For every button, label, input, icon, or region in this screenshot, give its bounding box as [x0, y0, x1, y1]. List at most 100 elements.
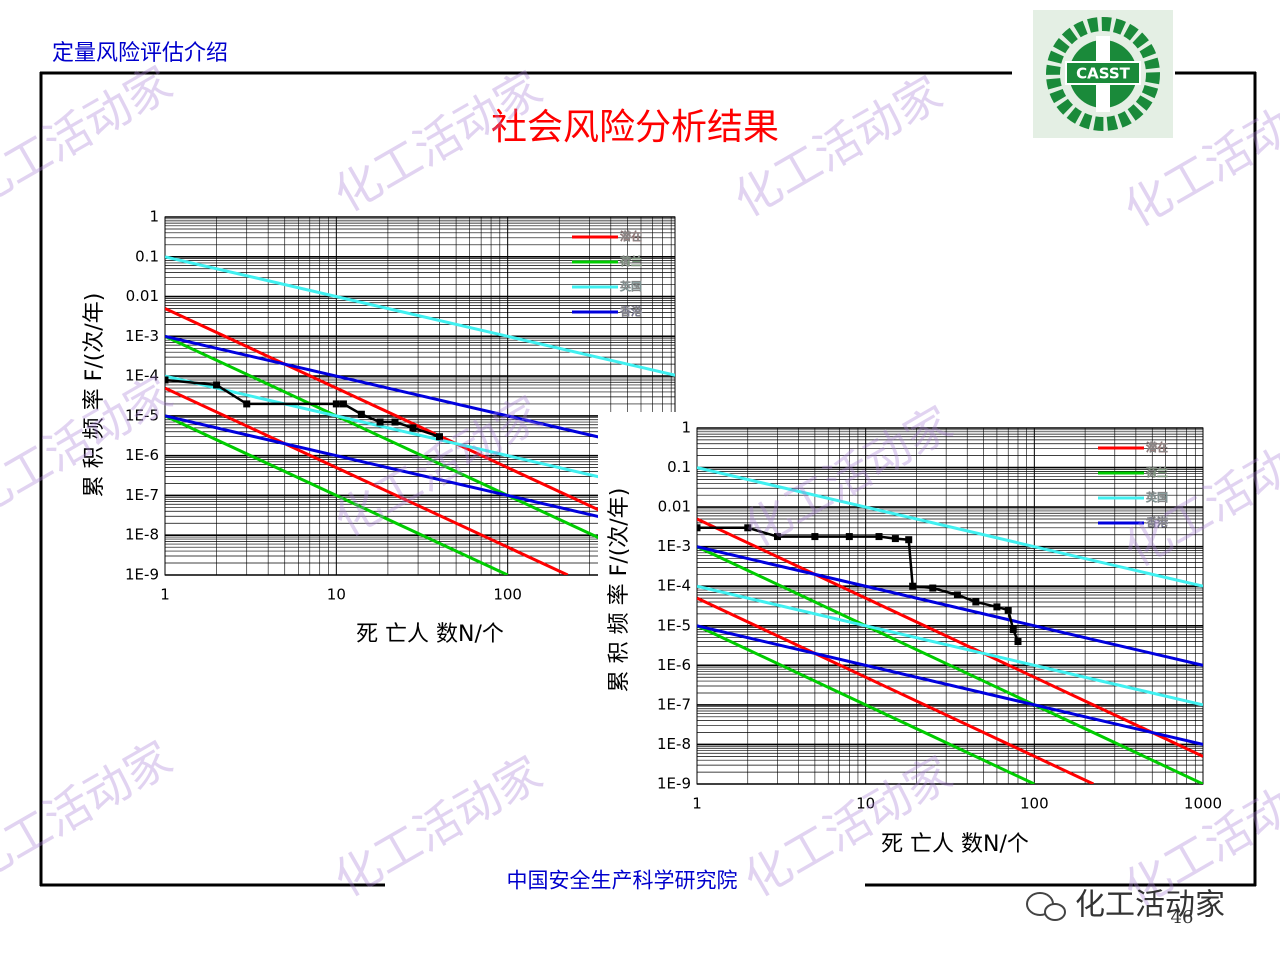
y-axis-title: 累 积 频 率 F/(次/年) [607, 488, 632, 693]
footer: 中国安全生产科学研究院 [507, 869, 738, 893]
wechat-badge: 化工活动家 [1026, 888, 1225, 923]
y-axis-title: 累 积 频 率 F/(次/年) [82, 293, 107, 498]
data-point [773, 533, 781, 541]
chart: 1E-9 1E-8 1E-7 1E-6 1E-5 1E-4 1E-3 0.01 0.1 1 1 10 1… [598, 412, 1232, 860]
x-tick-label: 100 [1020, 795, 1049, 813]
data-point [213, 381, 221, 389]
x-tick-label: 10 [856, 795, 875, 813]
wechat-icon [1044, 903, 1066, 921]
y-tick-label: 1E-7 [657, 695, 691, 713]
x-axis-title: 死 亡人 数N/个 [881, 832, 1029, 857]
criterion-line [165, 334, 675, 575]
legend-label: 英国 [619, 279, 642, 293]
series-lines [697, 466, 1203, 784]
y-tick-label: 1E-4 [657, 577, 691, 595]
criterion-line [697, 624, 1203, 746]
y-tick-label: 1E-5 [125, 406, 159, 424]
data-point [744, 524, 752, 532]
data-point [243, 400, 251, 408]
legend-label: 潜在 [620, 229, 642, 243]
data-point [972, 598, 980, 606]
criterion-line [697, 517, 1203, 758]
criterion-line [165, 386, 569, 575]
data-point [339, 400, 347, 408]
data-point [909, 582, 917, 590]
x-axis-title: 死 亡人 数N/个 [356, 622, 504, 647]
wechat-name: 化工活动家 [1075, 888, 1225, 923]
y-tick-label: 1E-6 [125, 446, 159, 464]
charts: 1E-9 1E-8 1E-7 1E-6 1E-5 1E-4 1E-3 0.01 0.1 1 1 10 1… [82, 208, 1232, 860]
data-point [165, 376, 169, 384]
logo: CASST [1033, 10, 1173, 138]
title: 社会风险分析结果 [491, 107, 779, 148]
data-line [697, 526, 1020, 642]
data-point [811, 533, 819, 541]
y-tick-label: 1 [149, 208, 159, 226]
data-point [357, 410, 365, 418]
page-number: 46 [1171, 907, 1194, 928]
data-point [376, 418, 384, 426]
x-tick-label: 1 [692, 795, 702, 813]
logo-gear [1046, 17, 1160, 131]
data-point [1014, 638, 1022, 646]
series-lines [165, 255, 675, 575]
y-tick-label: 0.1 [667, 458, 691, 476]
y-tick-label: 1E-3 [657, 537, 691, 555]
logo-band [1065, 61, 1141, 85]
logo-text: CASST [1076, 65, 1131, 83]
y-tick-label: 1E-6 [657, 656, 691, 674]
criterion-line [697, 584, 1203, 707]
data-point [993, 603, 1001, 611]
data-point [845, 533, 853, 541]
criterion-line [165, 255, 675, 377]
data-point [929, 584, 937, 592]
criterion-line [697, 466, 1203, 588]
criterion-line [697, 624, 1035, 784]
criterion-line [697, 545, 1203, 667]
criterion-line [165, 374, 675, 497]
criterion-line [165, 414, 675, 536]
y-tick-label: 0.01 [658, 498, 691, 516]
legend-label: 香港 [619, 304, 643, 318]
criterion-line [165, 307, 675, 547]
criterion-line [697, 545, 1203, 784]
watermark: 化工活动家 [0, 731, 181, 893]
legend-label: 潜在 [1146, 440, 1168, 454]
data-point [409, 424, 417, 432]
x-tick-label: 1000 [1184, 795, 1222, 813]
criterion-line [165, 334, 675, 457]
y-tick-label: 1E-7 [125, 486, 159, 504]
y-tick-label: 1E-9 [657, 775, 691, 793]
y-tick-label: 1E-8 [125, 526, 159, 544]
criterion-line [697, 596, 1095, 784]
data-line [165, 378, 440, 438]
x-tick-label: 1 [160, 586, 170, 604]
data-point [953, 591, 961, 599]
y-tick-label: 1E-9 [125, 566, 159, 584]
data-point [891, 535, 899, 543]
y-tick-label: 1E-3 [125, 327, 159, 345]
data-point [332, 400, 340, 408]
x-tick-label: 10 [327, 586, 346, 604]
watermark: 化工活动家 [0, 56, 181, 218]
legend-label: 荷兰 [619, 254, 642, 268]
criterion-line [165, 414, 509, 575]
y-tick-label: 1 [681, 419, 691, 437]
data-point [905, 536, 913, 544]
data-point [875, 533, 883, 541]
data-point [391, 418, 399, 426]
data-point [1004, 606, 1012, 614]
legend-label: 荷兰 [1145, 465, 1168, 479]
legend-label: 英国 [1145, 490, 1168, 504]
chart: 1E-9 1E-8 1E-7 1E-6 1E-5 1E-4 1E-3 0.01 0.1 1 1 10 1… [82, 208, 680, 647]
data-point [1009, 626, 1017, 634]
header: 定量风险评估介绍 [52, 41, 228, 66]
data-point [697, 524, 701, 532]
y-tick-label: 1E-5 [657, 616, 691, 634]
y-tick-label: 0.1 [135, 247, 159, 265]
frame [39, 71, 1257, 887]
x-tick-label: 100 [493, 586, 522, 604]
legend-label: 香港 [1145, 515, 1169, 529]
y-tick-label: 1E-8 [657, 735, 691, 753]
